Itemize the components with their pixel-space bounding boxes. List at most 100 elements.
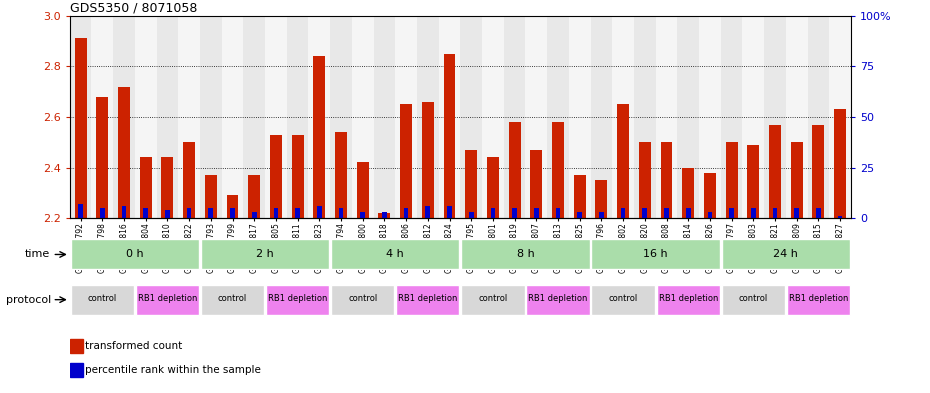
- Bar: [555, 208, 561, 218]
- Bar: [248, 175, 260, 218]
- Bar: [417, 16, 439, 218]
- Bar: [773, 208, 777, 218]
- Text: 24 h: 24 h: [774, 249, 798, 259]
- Bar: [530, 150, 542, 218]
- Bar: [725, 142, 737, 218]
- Bar: [100, 208, 105, 218]
- Bar: [404, 208, 408, 218]
- Bar: [335, 132, 347, 218]
- Bar: [286, 16, 309, 218]
- Bar: [156, 16, 179, 218]
- Bar: [591, 16, 612, 218]
- FancyBboxPatch shape: [787, 285, 850, 315]
- Bar: [460, 16, 482, 218]
- Text: 16 h: 16 h: [644, 249, 668, 259]
- Bar: [165, 210, 170, 218]
- Bar: [273, 208, 278, 218]
- Bar: [162, 158, 173, 218]
- Bar: [569, 16, 591, 218]
- Bar: [699, 16, 721, 218]
- Text: RB1 depletion: RB1 depletion: [398, 294, 458, 303]
- Bar: [683, 167, 694, 218]
- Bar: [122, 206, 126, 218]
- Bar: [595, 180, 607, 218]
- FancyBboxPatch shape: [526, 285, 590, 315]
- Bar: [599, 212, 604, 218]
- Bar: [200, 16, 221, 218]
- Bar: [309, 16, 330, 218]
- Text: control: control: [478, 294, 508, 303]
- Text: control: control: [738, 294, 768, 303]
- Bar: [252, 212, 257, 218]
- FancyBboxPatch shape: [461, 239, 590, 270]
- Bar: [790, 142, 803, 218]
- Bar: [490, 208, 496, 218]
- FancyBboxPatch shape: [461, 285, 525, 315]
- Bar: [91, 16, 113, 218]
- Bar: [547, 16, 569, 218]
- Bar: [447, 206, 452, 218]
- Bar: [620, 208, 626, 218]
- Bar: [660, 142, 672, 218]
- Bar: [74, 39, 86, 218]
- Text: RB1 depletion: RB1 depletion: [528, 294, 588, 303]
- Bar: [292, 135, 303, 218]
- Bar: [786, 16, 807, 218]
- Bar: [179, 16, 200, 218]
- Bar: [816, 208, 821, 218]
- Bar: [78, 204, 83, 218]
- Text: transformed count: transformed count: [85, 341, 182, 351]
- Bar: [221, 16, 244, 218]
- Bar: [830, 16, 851, 218]
- Bar: [512, 208, 517, 218]
- Bar: [769, 125, 781, 218]
- Bar: [664, 208, 669, 218]
- Bar: [834, 109, 846, 218]
- Bar: [764, 16, 786, 218]
- Text: percentile rank within the sample: percentile rank within the sample: [85, 365, 260, 375]
- Bar: [70, 16, 91, 218]
- Bar: [70, 339, 83, 353]
- Text: GDS5350 / 8071058: GDS5350 / 8071058: [70, 2, 197, 15]
- Bar: [135, 16, 156, 218]
- Bar: [118, 86, 130, 218]
- Bar: [574, 175, 586, 218]
- Bar: [634, 16, 656, 218]
- Bar: [439, 16, 460, 218]
- Bar: [339, 208, 343, 218]
- Bar: [352, 16, 374, 218]
- Text: 8 h: 8 h: [516, 249, 535, 259]
- Bar: [639, 142, 651, 218]
- Bar: [618, 104, 629, 218]
- FancyBboxPatch shape: [331, 239, 459, 270]
- Bar: [525, 16, 547, 218]
- Bar: [729, 208, 734, 218]
- Bar: [360, 212, 365, 218]
- Bar: [465, 150, 477, 218]
- Bar: [70, 363, 83, 377]
- Text: RB1 depletion: RB1 depletion: [138, 294, 197, 303]
- Bar: [677, 16, 699, 218]
- Bar: [208, 208, 213, 218]
- Bar: [721, 16, 742, 218]
- FancyBboxPatch shape: [201, 285, 264, 315]
- Bar: [313, 56, 326, 218]
- Bar: [612, 16, 634, 218]
- Text: protocol: protocol: [6, 295, 51, 305]
- Text: 2 h: 2 h: [256, 249, 274, 259]
- Bar: [183, 142, 195, 218]
- Bar: [382, 212, 387, 218]
- FancyBboxPatch shape: [71, 285, 134, 315]
- Bar: [295, 208, 300, 218]
- FancyBboxPatch shape: [591, 239, 720, 270]
- Bar: [509, 122, 521, 218]
- Bar: [552, 122, 564, 218]
- Text: RB1 depletion: RB1 depletion: [789, 294, 848, 303]
- FancyBboxPatch shape: [722, 285, 785, 315]
- Bar: [317, 206, 322, 218]
- FancyBboxPatch shape: [396, 285, 459, 315]
- Text: time: time: [24, 250, 50, 259]
- Bar: [838, 216, 843, 218]
- Bar: [748, 145, 759, 218]
- Bar: [807, 16, 830, 218]
